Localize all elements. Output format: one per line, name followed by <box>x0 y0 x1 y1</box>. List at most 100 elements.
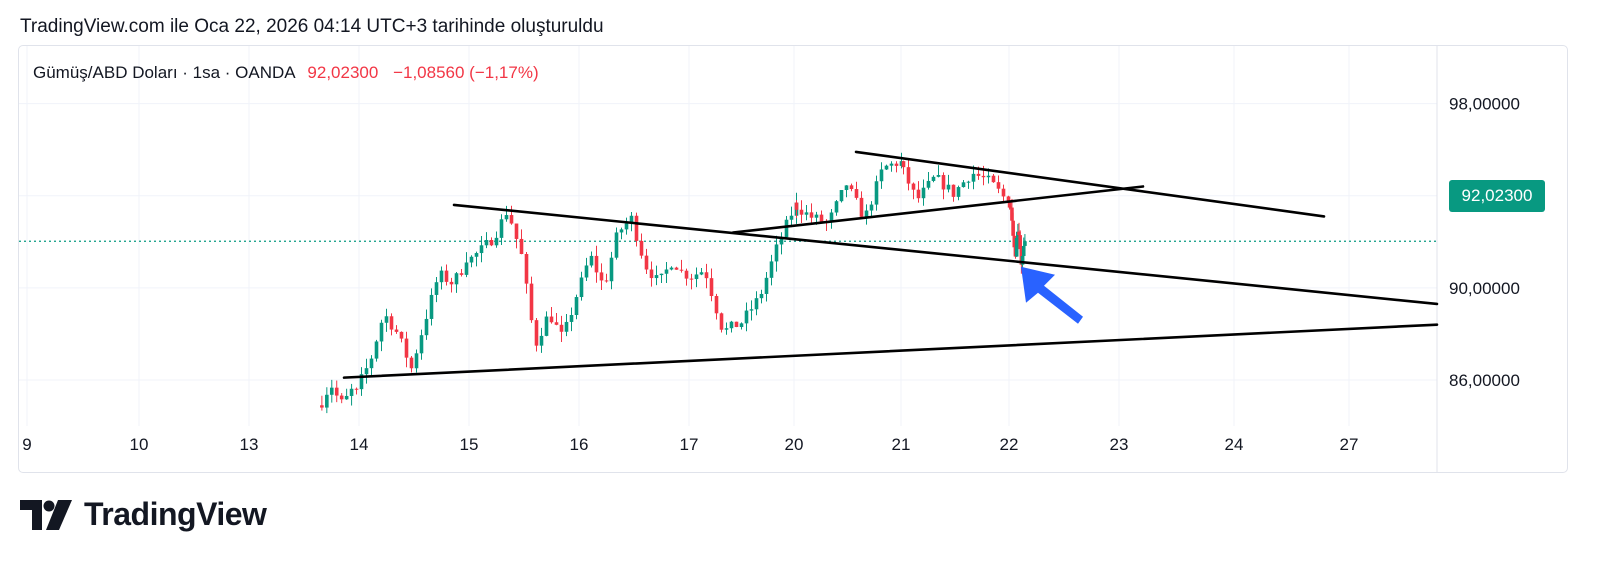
candle-body <box>389 316 394 330</box>
candle <box>936 165 941 178</box>
candle <box>916 181 921 203</box>
candle <box>714 293 719 320</box>
candle <box>429 288 434 326</box>
candle <box>594 245 599 283</box>
x-axis[interactable]: 9 10 13 14 15 16 17 20 21 22 23 24 27 <box>22 435 1358 454</box>
candle-body <box>789 215 794 220</box>
candle <box>901 160 906 175</box>
tradingview-logo[interactable]: TradingView <box>20 496 267 533</box>
candle-body <box>829 212 834 222</box>
candle <box>1011 212 1015 240</box>
candle <box>889 161 894 172</box>
candle <box>639 233 644 259</box>
candle-body <box>854 189 859 198</box>
candle-body <box>559 324 564 332</box>
candle <box>991 173 996 183</box>
candle <box>344 388 349 400</box>
candle <box>604 273 609 283</box>
candle <box>494 231 499 248</box>
candle <box>664 261 669 284</box>
candle <box>946 174 951 193</box>
candle-body <box>749 309 754 311</box>
candle <box>679 259 684 273</box>
candle-body <box>374 341 379 359</box>
candle-body <box>844 185 849 191</box>
candle-body <box>434 282 439 295</box>
candle <box>509 205 514 225</box>
candle-body <box>809 212 814 218</box>
candle <box>874 175 879 211</box>
candle <box>854 181 859 200</box>
x-tick-label: 20 <box>785 435 804 454</box>
y-tick-label: 86,00000 <box>1449 371 1520 390</box>
candle-body <box>1006 196 1011 203</box>
candle <box>1001 184 1006 202</box>
candle-body <box>429 294 434 319</box>
candle-body <box>329 387 334 395</box>
candle-body <box>849 185 854 190</box>
candle-body <box>769 261 774 278</box>
candle <box>389 313 394 336</box>
candle-body <box>529 283 534 321</box>
trendline <box>452 203 1439 306</box>
x-tick-label: 23 <box>1110 435 1129 454</box>
candle-body <box>394 329 399 332</box>
candle-body <box>519 238 524 254</box>
candle-body <box>589 255 594 266</box>
candle-body <box>479 245 484 254</box>
candle-body <box>594 255 599 273</box>
candle <box>479 236 484 263</box>
annotations[interactable] <box>1021 266 1083 324</box>
candle <box>574 294 579 320</box>
trendline <box>731 185 1145 234</box>
candle-body <box>899 161 904 166</box>
x-tick-label: 15 <box>460 435 479 454</box>
candle-body <box>951 184 956 197</box>
candle <box>325 387 329 414</box>
candle-body <box>1020 256 1025 265</box>
candle-body <box>916 189 921 199</box>
candle <box>911 182 916 200</box>
candle <box>764 271 769 302</box>
candle <box>504 205 509 222</box>
candle <box>529 276 534 323</box>
candle <box>844 185 849 198</box>
candle-body <box>794 202 799 210</box>
candles <box>320 152 1027 414</box>
candle <box>799 200 804 223</box>
candle-body <box>669 267 674 270</box>
candle-body <box>804 212 809 215</box>
y-tick-label: 90,00000 <box>1449 279 1520 298</box>
candle-body <box>624 223 629 230</box>
candle <box>444 264 449 286</box>
candle-body <box>379 322 384 342</box>
candle <box>454 272 459 293</box>
candle <box>654 265 659 286</box>
candle <box>339 393 344 404</box>
candle-body <box>1017 231 1021 236</box>
candle-body <box>369 358 374 369</box>
candle <box>834 199 839 216</box>
candle <box>584 257 589 281</box>
candle-body <box>759 293 764 299</box>
candle <box>961 179 966 188</box>
tradingview-logo-icon <box>20 499 72 530</box>
candle-body <box>534 320 539 346</box>
trendlines[interactable] <box>342 150 1439 379</box>
candle <box>864 204 869 225</box>
candle-body <box>359 374 364 390</box>
candle-body <box>981 175 986 178</box>
candle-body <box>499 219 504 238</box>
candle <box>384 308 389 332</box>
candle-body <box>484 239 489 246</box>
symbol-legend[interactable]: Gümüş/ABD Doları · 1sa · OANDA 92,02300 … <box>33 63 539 83</box>
candle-body <box>679 269 684 271</box>
x-tick-label: 24 <box>1225 435 1244 454</box>
candle-body <box>684 270 689 279</box>
candle-body <box>419 335 424 354</box>
candle <box>349 383 354 406</box>
candle-body <box>349 388 354 396</box>
